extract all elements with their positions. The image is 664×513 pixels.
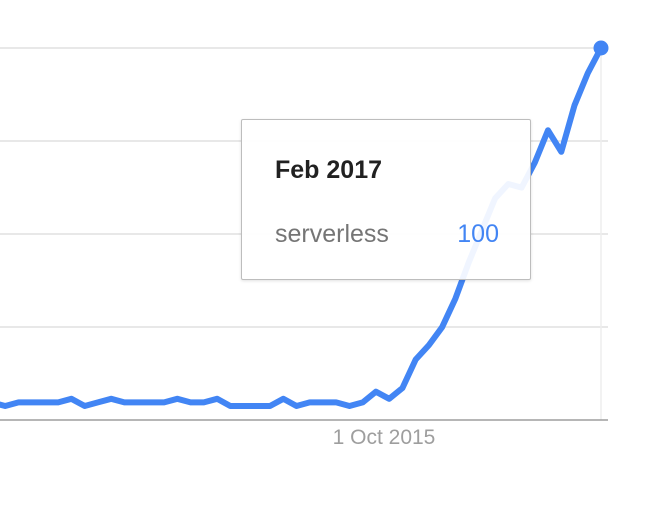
- highlighted-data-point[interactable]: [593, 40, 609, 56]
- x-tick-labels: 1 Oct 2015: [333, 426, 436, 449]
- tooltip-date: Feb 2017: [275, 156, 383, 184]
- x-tick-label: 1 Oct 2015: [333, 426, 436, 449]
- tooltip-series-name: serverless: [275, 220, 389, 248]
- tooltip-series-value: 100: [457, 220, 499, 248]
- chart-tooltip: Feb 2017 serverless 100: [241, 119, 531, 280]
